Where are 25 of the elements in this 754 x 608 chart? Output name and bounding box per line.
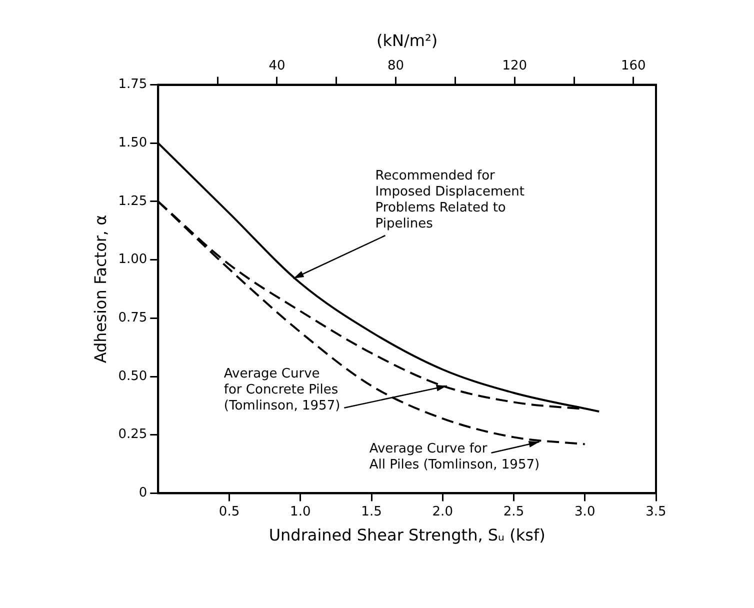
- x-tick-label: 1.0: [290, 504, 311, 520]
- x2-tick-label: 120: [502, 58, 528, 74]
- y-tick-label: 1.50: [118, 136, 148, 151]
- x-tick-label: 2.0: [432, 504, 453, 520]
- y-tick-label: 1.75: [118, 77, 148, 92]
- annotation: Recommended for Imposed Displacement Problems Related to Pipelines: [375, 168, 525, 232]
- y-tick-label: 0.25: [118, 427, 148, 442]
- x-tick-label: 0.5: [218, 504, 240, 520]
- y-tick-label: 0.50: [118, 368, 148, 384]
- x2-tick-label: 160: [621, 58, 646, 74]
- x2-tick-label: 80: [388, 58, 404, 74]
- y-tick-label: 1.00: [118, 252, 148, 268]
- x-tick-label: 2.5: [503, 504, 524, 520]
- y-tick-label: 0.75: [118, 310, 148, 326]
- x-tick-label: 3.0: [574, 504, 596, 520]
- x-tick-label: 3.5: [646, 504, 666, 520]
- x-axis-title: Undrained Shear Strength, Sᵤ (ksf): [268, 526, 546, 545]
- x2-axis-title: (kN/m²): [376, 30, 438, 50]
- y-tick-label: 0: [138, 486, 148, 501]
- x2-tick-label: 40: [268, 58, 286, 74]
- annotation: Average Curve for All Piles (Tomlinson, 1957): [369, 442, 540, 473]
- y-axis-title: Adhesion Factor, α: [90, 214, 110, 364]
- x-tick-label: 1.5: [361, 504, 382, 520]
- annotation: Average Curve for Concrete Piles (Tomlinson, 1957): [224, 366, 340, 414]
- y-tick-label: 1.25: [118, 194, 148, 209]
